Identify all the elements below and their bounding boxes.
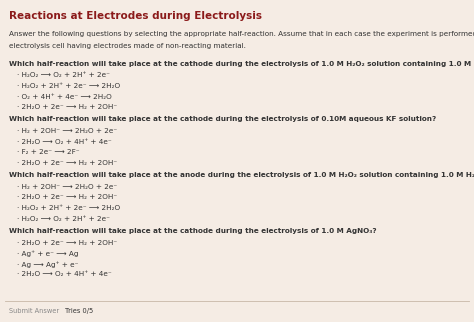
Text: · H₂ + 2OH⁻ ⟶ 2H₂O + 2e⁻: · H₂ + 2OH⁻ ⟶ 2H₂O + 2e⁻ [17, 184, 117, 190]
Text: · 2H₂O + 2e⁻ ⟶ H₂ + 2OH⁻: · 2H₂O + 2e⁻ ⟶ H₂ + 2OH⁻ [17, 104, 117, 110]
Text: · 2H₂O + 2e⁻ ⟶ H₂ + 2OH⁻: · 2H₂O + 2e⁻ ⟶ H₂ + 2OH⁻ [17, 160, 117, 166]
Text: · 2H₂O + 2e⁻ ⟶ H₂ + 2OH⁻: · 2H₂O + 2e⁻ ⟶ H₂ + 2OH⁻ [17, 194, 117, 201]
Text: · 2H₂O ⟶ O₂ + 4H⁺ + 4e⁻: · 2H₂O ⟶ O₂ + 4H⁺ + 4e⁻ [17, 271, 111, 278]
Text: Submit Answer: Submit Answer [9, 308, 59, 314]
Text: · H₂ + 2OH⁻ ⟶ 2H₂O + 2e⁻: · H₂ + 2OH⁻ ⟶ 2H₂O + 2e⁻ [17, 128, 117, 134]
Text: Which half-reaction will take place at the anode during the electrolysis of 1.0 : Which half-reaction will take place at t… [9, 172, 474, 178]
Text: · O₂ + 4H⁺ + 4e⁻ ⟶ 2H₂O: · O₂ + 4H⁺ + 4e⁻ ⟶ 2H₂O [17, 94, 111, 100]
Text: · Ag ⟶ Ag⁺ + e⁻: · Ag ⟶ Ag⁺ + e⁻ [17, 261, 78, 268]
Text: · H₂O₂ ⟶ O₂ + 2H⁺ + 2e⁻: · H₂O₂ ⟶ O₂ + 2H⁺ + 2e⁻ [17, 216, 109, 222]
Text: · F₂ + 2e⁻ ⟶ 2F⁻: · F₂ + 2e⁻ ⟶ 2F⁻ [17, 149, 79, 156]
Text: · H₂O₂ + 2H⁺ + 2e⁻ ⟶ 2H₂O: · H₂O₂ + 2H⁺ + 2e⁻ ⟶ 2H₂O [17, 205, 120, 211]
Text: · H₂O₂ ⟶ O₂ + 2H⁺ + 2e⁻: · H₂O₂ ⟶ O₂ + 2H⁺ + 2e⁻ [17, 72, 109, 79]
Text: Which half-reaction will take place at the cathode during the electrolysis of 1.: Which half-reaction will take place at t… [9, 61, 474, 67]
Text: · 2H₂O + 2e⁻ ⟶ H₂ + 2OH⁻: · 2H₂O + 2e⁻ ⟶ H₂ + 2OH⁻ [17, 240, 117, 246]
Text: electrolysis cell having electrodes made of non-reacting material.: electrolysis cell having electrodes made… [9, 43, 246, 50]
Text: Which half-reaction will take place at the cathode during the electrolysis of 1.: Which half-reaction will take place at t… [9, 228, 376, 234]
Text: Answer the following questions by selecting the appropriate half-reaction. Assum: Answer the following questions by select… [9, 31, 474, 37]
Text: · H₂O₂ + 2H⁺ + 2e⁻ ⟶ 2H₂O: · H₂O₂ + 2H⁺ + 2e⁻ ⟶ 2H₂O [17, 83, 120, 89]
Text: Reactions at Electrodes during Electrolysis: Reactions at Electrodes during Electroly… [9, 11, 262, 21]
Text: · Ag⁺ + e⁻ ⟶ Ag: · Ag⁺ + e⁻ ⟶ Ag [17, 250, 78, 257]
Text: Tries 0/5: Tries 0/5 [65, 308, 94, 314]
Text: Which half-reaction will take place at the cathode during the electrolysis of 0.: Which half-reaction will take place at t… [9, 116, 436, 122]
Text: · 2H₂O ⟶ O₂ + 4H⁺ + 4e⁻: · 2H₂O ⟶ O₂ + 4H⁺ + 4e⁻ [17, 139, 111, 145]
